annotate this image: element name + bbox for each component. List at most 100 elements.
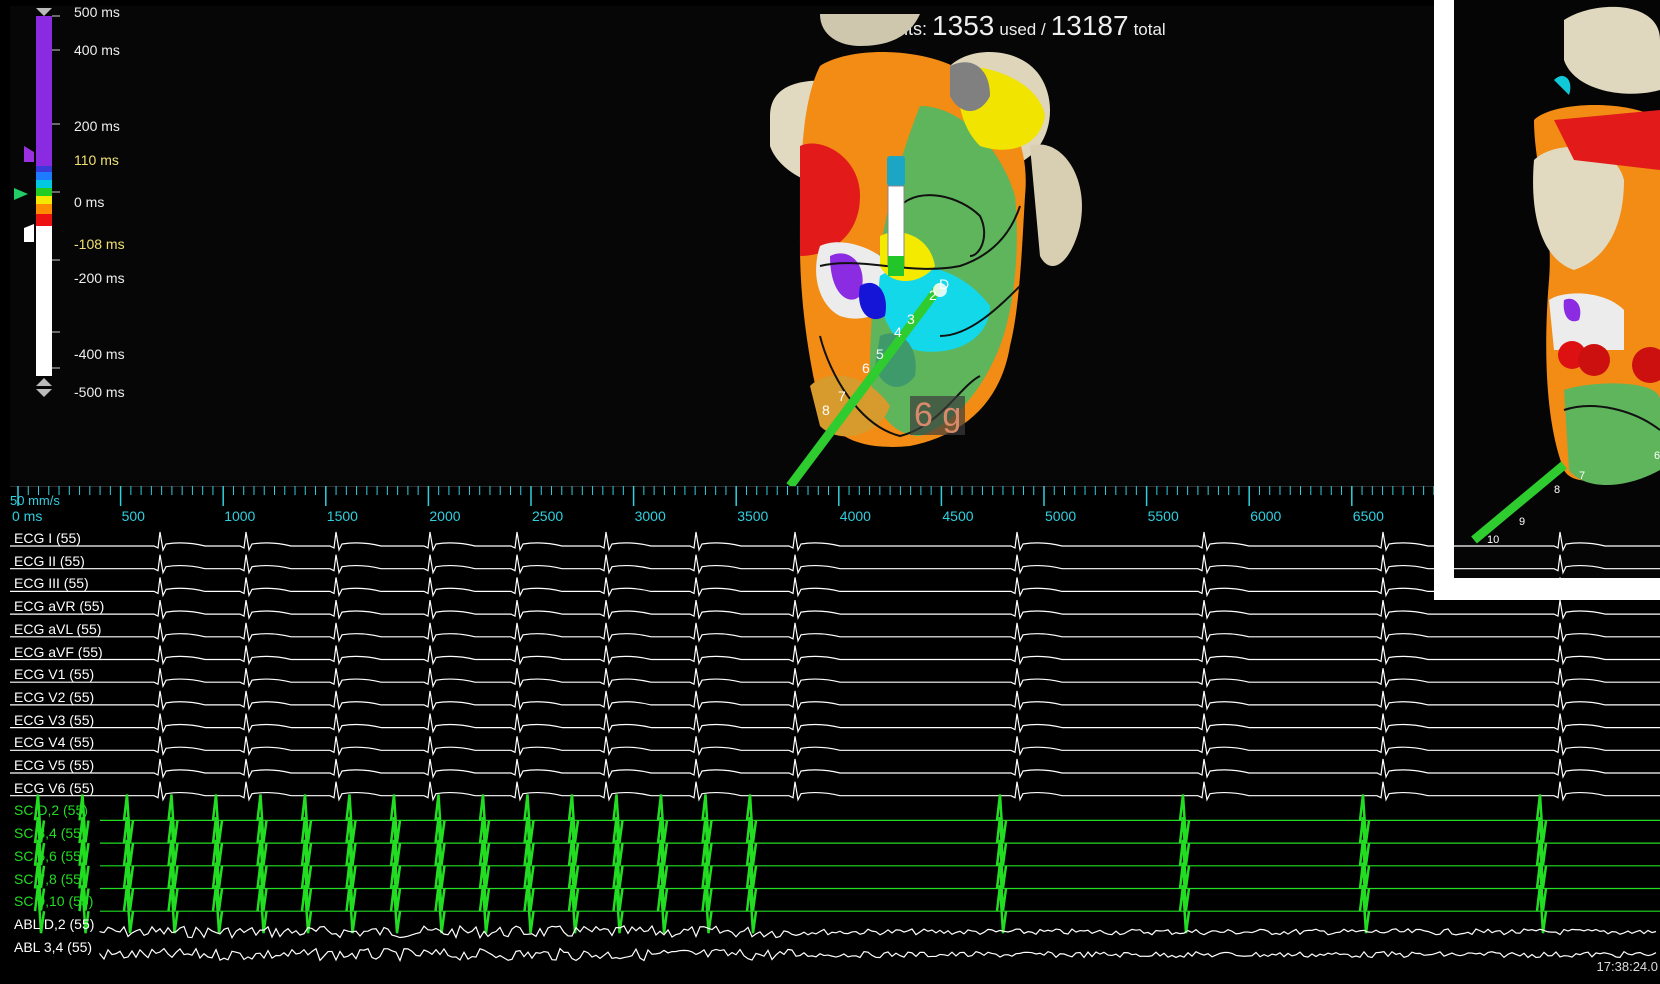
channel-label[interactable]: SC 9,10 (55) xyxy=(14,893,94,910)
ecg-trace xyxy=(10,781,1660,802)
channel-label[interactable]: SC D,2 (55) xyxy=(14,802,88,819)
sc-deflection xyxy=(122,794,135,843)
channel-label[interactable]: ECG aVF (55) xyxy=(14,643,103,660)
sc-deflection xyxy=(1178,794,1191,843)
sc-deflection xyxy=(389,839,402,888)
sc-deflection xyxy=(995,794,1008,843)
sc-deflection xyxy=(389,885,402,934)
time-zero-label: 0 ms xyxy=(12,508,43,524)
ecg-trace xyxy=(10,758,1660,779)
sc-deflection xyxy=(211,839,224,888)
scale-label-0: 0 ms xyxy=(74,194,105,210)
channel-label[interactable]: ECG V3 (55) xyxy=(14,711,95,728)
inset-electrode-7: 7 xyxy=(1579,470,1586,482)
sc-deflection xyxy=(78,885,90,934)
channel-label[interactable]: ECG II (55) xyxy=(14,552,85,569)
channel-label[interactable]: SC 5,6 (55) xyxy=(14,847,86,864)
vessel-right xyxy=(1030,144,1082,266)
scale-label-110: 110 ms xyxy=(74,152,119,168)
sc-deflection xyxy=(300,862,313,911)
activation-map-panel[interactable]: 500 ms 400 ms 200 ms 110 ms 0 ms -108 ms… xyxy=(10,4,1434,486)
sc-deflection xyxy=(1535,862,1548,911)
channel-label[interactable]: ABL D,2 (55) xyxy=(14,915,95,932)
sc-deflection xyxy=(656,885,669,934)
sc-deflection xyxy=(567,794,580,843)
time-tick-label: 2500 xyxy=(532,508,564,524)
sc-deflection xyxy=(122,885,135,934)
sc-deflection xyxy=(1535,816,1548,866)
color-scale-bar[interactable] xyxy=(10,6,130,406)
channel-label[interactable]: ECG V2 (55) xyxy=(14,688,95,705)
scale-label-neg200: -200 ms xyxy=(74,270,125,286)
sc-deflection xyxy=(1358,816,1371,866)
sc-deflection xyxy=(211,816,224,866)
sc-deflection xyxy=(567,816,580,866)
channel-label[interactable]: ECG V5 (55) xyxy=(14,757,95,773)
sc-deflection xyxy=(33,839,46,888)
time-ruler-ticks xyxy=(10,486,1434,506)
sc-deflection xyxy=(701,862,713,911)
sc-deflection xyxy=(523,839,535,888)
sc-deflection xyxy=(1358,862,1371,911)
heart-anatomy-model[interactable] xyxy=(760,6,1180,486)
inset-view-panel[interactable]: 6 7 8 9 10 xyxy=(1434,0,1660,600)
sc-deflection xyxy=(211,862,224,911)
sc-deflection xyxy=(701,839,713,888)
inset-electrode-8: 8 xyxy=(1554,484,1561,496)
channel-label[interactable]: ECG V4 (55) xyxy=(14,734,95,751)
channel-label[interactable]: ECG I (55) xyxy=(14,530,81,546)
contact-force-readout: 6 g xyxy=(910,396,966,435)
channel-label[interactable]: SC 7,8 (55) xyxy=(14,870,86,887)
sc-deflection xyxy=(211,885,224,934)
inset-electrode-9: 9 xyxy=(1519,516,1526,528)
channel-label[interactable]: SC 3,4 (55) xyxy=(14,825,86,842)
sc-deflection xyxy=(1358,794,1371,843)
sc-deflection xyxy=(523,862,535,911)
sc-deflection xyxy=(345,885,357,934)
sweep-speed[interactable]: 50 mm/s xyxy=(10,493,60,508)
electrode-label-2: 2 xyxy=(929,287,937,303)
points-total: 13187 xyxy=(1050,10,1129,41)
sc-deflection xyxy=(1178,885,1191,934)
sc-deflection xyxy=(33,862,46,911)
signal-traces-panel[interactable]: ECG I (55) ECG II (55) ECG III (55) ECG aVR… xyxy=(0,526,1660,984)
sc-deflection xyxy=(167,794,179,843)
sc-deflection xyxy=(656,794,669,843)
scale-label-neg108: -108 ms xyxy=(74,236,125,252)
sc-deflection xyxy=(256,794,268,843)
channel-label[interactable]: ECG V1 (55) xyxy=(14,666,95,683)
channel-label[interactable]: ECG V6 (55) xyxy=(14,779,95,796)
sc-deflection xyxy=(300,816,313,866)
inset-electrode-6: 6 xyxy=(1654,450,1660,462)
sc-deflection xyxy=(434,862,446,911)
channel-label[interactable]: ECG aVR (55) xyxy=(14,598,105,615)
sc-deflection xyxy=(656,862,669,911)
sc-deflection xyxy=(389,794,402,843)
time-tick-label: 500 xyxy=(121,508,145,524)
electrode-label-3: 3 xyxy=(907,311,915,327)
channel-label[interactable]: ECG III (55) xyxy=(14,575,89,592)
electrode-label-4: 4 xyxy=(894,324,902,340)
sc-deflection xyxy=(122,839,135,888)
sc-deflection xyxy=(300,885,313,934)
time-ruler[interactable]: 50 mm/s 0 ms 500 1000 1500 2000 2500 3000 3500… xyxy=(10,486,1434,526)
points-total-label: total xyxy=(1133,20,1166,39)
ecg-trace xyxy=(10,668,1660,689)
ecg-trace xyxy=(10,531,1660,552)
electrode-label-7: 7 xyxy=(838,388,846,404)
sc-deflection xyxy=(745,839,758,888)
sc-deflection xyxy=(78,794,90,843)
channel-label[interactable]: ECG aVL (55) xyxy=(14,620,102,637)
sc-deflection xyxy=(1535,885,1548,934)
sc-deflection xyxy=(389,862,402,911)
scale-bottom-handle-2 xyxy=(36,389,52,397)
sc-deflection xyxy=(345,862,357,911)
time-tick-label: 3500 xyxy=(737,508,769,524)
sc-deflection xyxy=(1178,839,1191,888)
sc-deflection xyxy=(1358,839,1371,888)
points-used-label: used / xyxy=(999,20,1046,39)
upper-threshold-marker xyxy=(24,146,34,162)
channel-label[interactable]: ABL 3,4 (55) xyxy=(14,938,93,955)
sc-deflection xyxy=(389,816,402,866)
sc-deflection xyxy=(745,885,758,934)
